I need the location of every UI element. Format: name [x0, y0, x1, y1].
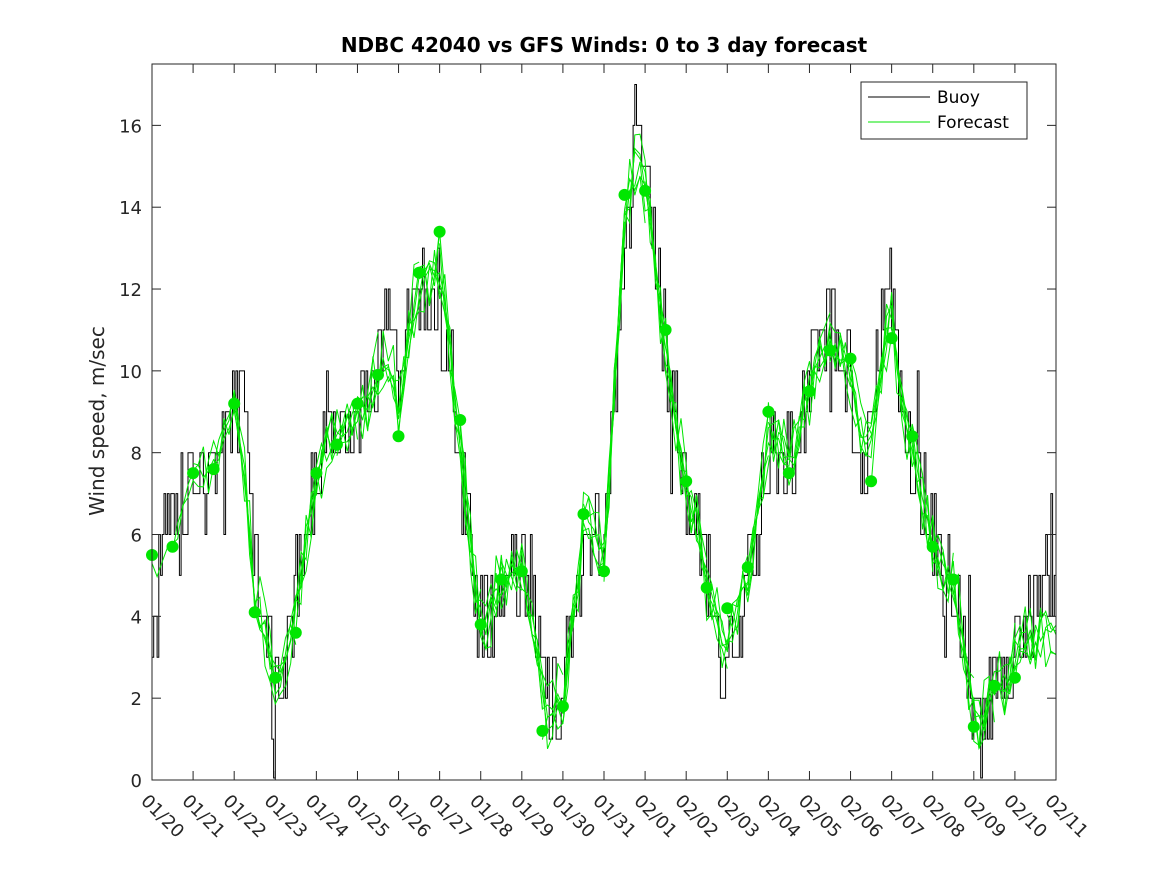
forecast-series-line: [295, 261, 420, 633]
forecast-marker: [865, 475, 878, 488]
forecast-marker: [885, 332, 898, 345]
forecast-marker: [721, 602, 734, 615]
y-tick-label: 10: [119, 362, 142, 383]
forecast-marker: [844, 352, 857, 365]
forecast-marker: [207, 463, 220, 476]
forecast-marker: [659, 323, 672, 336]
forecast-marker: [556, 700, 569, 713]
forecast-marker: [392, 430, 405, 443]
y-axis-label: Wind speed, m/sec: [85, 326, 109, 516]
forecast-series-line: [418, 262, 543, 710]
forecast-marker: [187, 467, 200, 480]
forecast-series-line: [1014, 624, 1057, 671]
forecast-marker: [248, 606, 261, 619]
forecast-series-line: [172, 389, 297, 685]
forecast-marker: [639, 184, 652, 197]
y-tick-label: 16: [119, 116, 142, 137]
forecast-marker: [926, 540, 939, 553]
forecast-markers: [146, 184, 1021, 737]
forecast-marker: [166, 540, 179, 553]
forecast-marker: [330, 438, 343, 451]
forecast-series-line: [603, 147, 728, 669]
forecast-series-line: [973, 611, 1057, 732]
forecast-marker: [598, 565, 610, 578]
y-axis: 0 2 4 6 8 10 12 14 16: [119, 116, 1056, 792]
forecast-marker: [967, 720, 980, 733]
forecast-marker: [413, 266, 426, 279]
forecast-series-line: [439, 243, 564, 749]
y-tick-label: 12: [119, 280, 142, 301]
forecast-marker: [351, 397, 364, 410]
y-tick-label: 2: [131, 689, 142, 710]
chart-title: NDBC 42040 vs GFS Winds: 0 to 3 day fore…: [341, 33, 868, 57]
forecast-marker: [947, 573, 960, 586]
forecast-series-line: [726, 321, 851, 629]
forecast-marker: [495, 573, 508, 586]
forecast-marker: [433, 225, 446, 238]
forecast-marker: [762, 405, 775, 418]
forecast-series-line: [767, 303, 893, 459]
legend-forecast-label: Forecast: [937, 113, 1009, 133]
legend-buoy-label: Buoy: [937, 88, 980, 108]
forecast-marker: [803, 385, 816, 398]
legend: Buoy Forecast: [860, 81, 1028, 140]
forecast-marker: [577, 508, 590, 521]
forecast-marker: [906, 430, 919, 443]
y-tick-label: 14: [119, 198, 142, 219]
forecast-marker: [289, 626, 302, 639]
y-tick-label: 0: [131, 771, 142, 792]
forecast-marker: [618, 188, 631, 201]
forecast-series-line: [274, 330, 399, 683]
forecast-marker: [536, 724, 549, 737]
forecast-marker: [269, 671, 282, 684]
forecast-marker: [228, 397, 241, 410]
y-tick-label: 6: [131, 526, 142, 547]
forecast-marker: [680, 475, 693, 488]
y-tick-label: 8: [131, 444, 142, 465]
forecast-series-line: [994, 622, 1057, 695]
forecast-marker: [1008, 671, 1021, 684]
forecast-marker: [454, 414, 467, 426]
forecast-marker: [988, 679, 1001, 692]
forecast-marker: [372, 368, 384, 381]
forecast-marker: [782, 467, 795, 480]
forecast-marker: [700, 581, 713, 594]
forecast-marker: [310, 467, 323, 480]
forecast-series-line: [932, 543, 1057, 728]
forecast-marker: [824, 344, 836, 357]
forecast-marker: [741, 561, 754, 574]
y-tick-label: 4: [131, 607, 142, 628]
forecast-series-line: [829, 292, 954, 604]
forecast-series-line: [870, 327, 995, 747]
forecast-series-line: [850, 294, 975, 679]
forecast-series-line: [480, 491, 605, 730]
forecast-series-line: [644, 181, 769, 647]
legend-box: [860, 81, 1028, 140]
forecast-marker: [515, 565, 528, 578]
forecast-marker: [474, 618, 487, 631]
forecast-series-line: [665, 317, 790, 668]
